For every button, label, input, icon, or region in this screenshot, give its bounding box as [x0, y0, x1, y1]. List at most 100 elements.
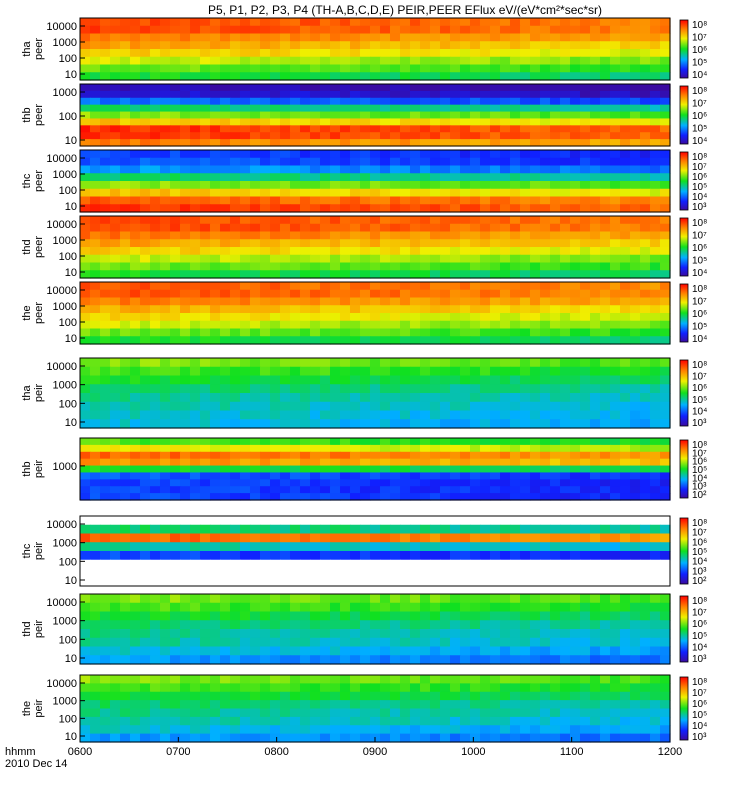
spectrogram-cell [180, 525, 191, 534]
spectrogram-cell [120, 263, 131, 271]
spectrogram-cell [280, 367, 291, 376]
spectrogram-cell [100, 459, 111, 466]
spectrogram-cell [90, 569, 101, 578]
spectrogram-cell [570, 150, 581, 158]
spectrogram-cell [230, 224, 241, 232]
spectrogram-cell [270, 57, 281, 65]
spectrogram-cell [520, 675, 531, 684]
spectrogram-cell [660, 725, 671, 734]
spectrogram-cell [360, 445, 371, 452]
spectrogram-cell [160, 603, 171, 612]
spectrogram-cell [350, 709, 361, 718]
spectrogram-cell [660, 298, 671, 306]
spectrogram-cell [220, 232, 231, 240]
spectrogram-cell [300, 402, 311, 411]
spectrogram-cell [440, 189, 451, 197]
spectrogram-cell [310, 321, 321, 329]
spectrogram-cell [560, 594, 571, 603]
spectrogram-cell [300, 224, 311, 232]
spectrogram-cell [230, 336, 241, 344]
spectrogram-cell [470, 189, 481, 197]
spectrogram-cell [400, 282, 411, 290]
spectrogram-cell [420, 402, 431, 411]
spectrogram-cell [350, 57, 361, 65]
spectrogram-cell [260, 204, 271, 212]
spectrogram-cell [320, 18, 331, 26]
spectrogram-cell [210, 647, 221, 656]
spectrogram-cell [500, 647, 511, 656]
spectrogram-cell [140, 594, 151, 603]
spectrogram-cell [640, 725, 651, 734]
spectrogram-cell [490, 525, 501, 534]
spectrogram-cell [130, 290, 141, 298]
spectrogram-cell [130, 166, 141, 174]
spectrogram-cell [180, 479, 191, 486]
spectrogram-cell [110, 709, 121, 718]
spectrogram-cell [190, 84, 201, 91]
spectrogram-cell [350, 98, 361, 105]
spectrogram-cell [180, 34, 191, 42]
spectrogram-cell [110, 112, 121, 119]
spectrogram-cell [90, 620, 101, 629]
spectrogram-cell [110, 700, 121, 709]
spectrogram-cell [350, 125, 361, 132]
colorbar [680, 86, 688, 144]
spectrogram-cell [340, 411, 351, 420]
spectrogram-cell [180, 313, 191, 321]
spectrogram-cell [320, 197, 331, 205]
spectrogram-cell [230, 173, 241, 181]
spectrogram-cell [270, 139, 281, 146]
spectrogram-cell [580, 239, 591, 247]
spectrogram-cell [80, 647, 91, 656]
spectrogram-cell [500, 612, 511, 621]
spectrogram-cell [590, 411, 601, 420]
spectrogram-cell [220, 734, 231, 743]
spectrogram-cell [200, 612, 211, 621]
spectrogram-cell [560, 255, 571, 263]
spectrogram-cell [240, 647, 251, 656]
spectrogram-cell [420, 57, 431, 65]
spectrogram-cell [330, 367, 341, 376]
spectrogram-cell [310, 709, 321, 718]
spectrogram-cell [320, 84, 331, 91]
spectrogram-cell [180, 158, 191, 166]
spectrogram-cell [140, 577, 151, 586]
spectrogram-cell [370, 603, 381, 612]
spectrogram-cell [100, 594, 111, 603]
spectrogram-cell [610, 358, 621, 367]
spectrogram-cell [200, 84, 211, 91]
spectrogram-cell [90, 329, 101, 337]
spectrogram-cell [540, 181, 551, 189]
spectrogram-cell [170, 612, 181, 621]
spectrogram-cell [460, 402, 471, 411]
spectrogram-cell [180, 367, 191, 376]
spectrogram-cell [170, 72, 181, 80]
spectrogram-cell [200, 313, 211, 321]
spectrogram-cell [440, 466, 451, 473]
spectrogram-cell [370, 298, 381, 306]
spectrogram-cell [520, 282, 531, 290]
spectrogram-cell [460, 700, 471, 709]
spectrogram-cell [470, 709, 481, 718]
spectrogram-cell [430, 18, 441, 26]
spectrogram-cell [170, 34, 181, 42]
spectrogram-cell [470, 313, 481, 321]
spectrogram-cell [650, 683, 661, 692]
spectrogram-cell [340, 118, 351, 125]
spectrogram-cell [260, 393, 271, 402]
spectrogram-cell [480, 655, 491, 664]
spectrogram-cell [240, 551, 251, 560]
spectrogram-cell [550, 612, 561, 621]
spectrogram-cell [120, 393, 131, 402]
spectrogram-cell [590, 72, 601, 80]
spectrogram-cell [350, 612, 361, 621]
spectrogram-cell [190, 305, 201, 313]
spectrogram-cell [170, 65, 181, 73]
spectrogram-cell [630, 150, 641, 158]
y-tick-label: 1000 [53, 380, 77, 392]
spectrogram-cell [120, 734, 131, 743]
spectrogram-cell [410, 647, 421, 656]
spectrogram-cell [580, 139, 591, 146]
spectrogram-cell [180, 336, 191, 344]
spectrogram-cell [350, 189, 361, 197]
